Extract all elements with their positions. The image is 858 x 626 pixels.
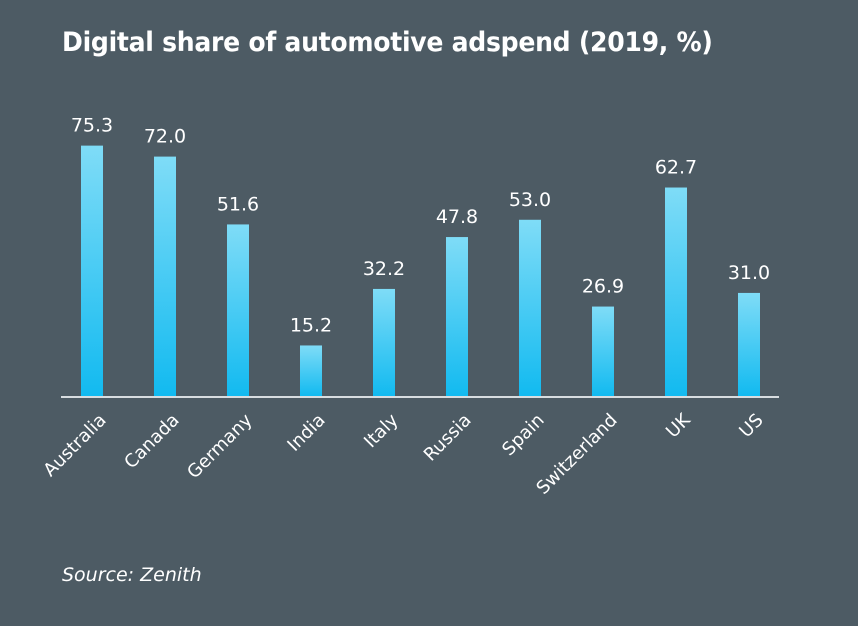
value-label-switzerland: 26.9 xyxy=(582,276,624,298)
bars-group xyxy=(81,145,760,396)
category-label-germany: Germany xyxy=(183,409,257,483)
value-label-us: 31.0 xyxy=(728,262,770,284)
bar-spain xyxy=(519,219,541,396)
category-label-uk: UK xyxy=(662,409,695,442)
category-label-spain: Spain xyxy=(498,410,548,460)
source-note: Source: Zenith xyxy=(62,564,202,586)
bar-uk xyxy=(665,187,687,396)
bar-india xyxy=(300,345,322,396)
bar-switzerland xyxy=(592,306,614,396)
category-label-russia: Russia xyxy=(420,410,476,466)
bar-germany xyxy=(227,224,249,396)
value-label-canada: 72.0 xyxy=(144,126,186,148)
value-label-australia: 75.3 xyxy=(71,115,113,137)
value-label-russia: 47.8 xyxy=(436,206,478,228)
bar-canada xyxy=(154,156,176,396)
value-label-uk: 62.7 xyxy=(655,157,697,179)
category-label-canada: Canada xyxy=(120,410,183,473)
value-labels-group: 75.3 72.0 51.6 15.2 32.2 47.8 53.0 26.9 62.7 31.0 xyxy=(71,115,770,337)
bar-us xyxy=(738,292,760,396)
category-labels-group: Australia Canada Germany India Italy Russia Sp… xyxy=(39,409,767,499)
bar-russia xyxy=(446,237,468,396)
chart-title: Digital share of automotive adspend (201… xyxy=(62,27,713,58)
value-label-india: 15.2 xyxy=(290,314,332,336)
category-label-australia: Australia xyxy=(39,410,110,481)
category-label-italy: Italy xyxy=(360,409,403,452)
bar-italy xyxy=(373,288,395,396)
bar-australia xyxy=(81,145,103,396)
value-label-germany: 51.6 xyxy=(217,193,259,215)
category-label-us: US xyxy=(735,410,767,442)
value-label-italy: 32.2 xyxy=(363,258,405,280)
value-label-spain: 53.0 xyxy=(509,189,551,211)
category-label-india: India xyxy=(283,410,329,456)
